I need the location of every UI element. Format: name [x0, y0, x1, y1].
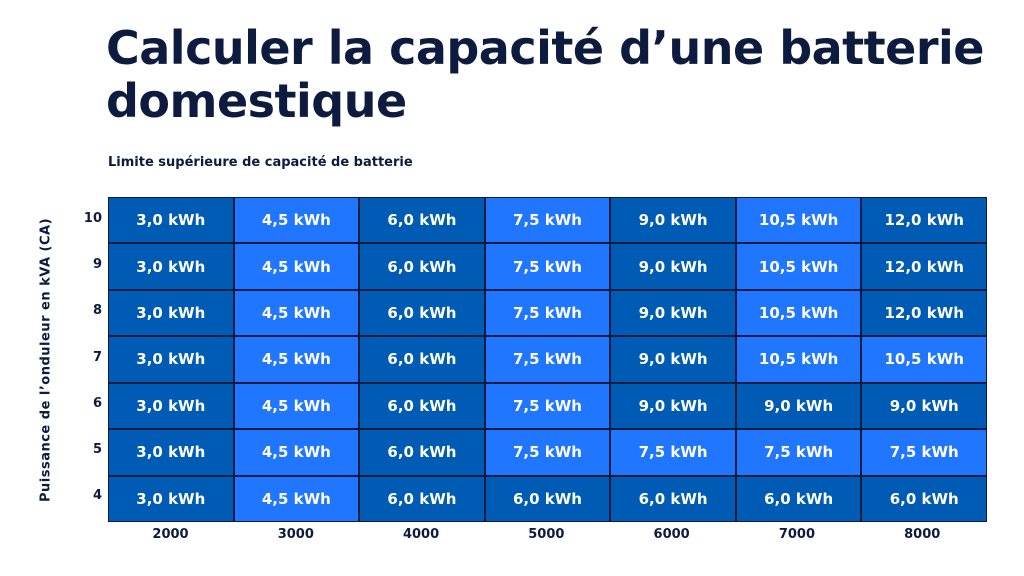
- table-cell: 3,0 kWh: [109, 244, 233, 289]
- table-cell: 4,5 kWh: [234, 290, 359, 336]
- table-cell: 6,0 kWh: [360, 244, 484, 289]
- table-cell: 7,5 kWh: [862, 430, 986, 475]
- table-cell: 6,0 kWh: [862, 476, 986, 521]
- table-cell: 7,5 kWh: [485, 383, 610, 429]
- table-cell: 12,0 kWh: [862, 244, 986, 289]
- table-cell: 6,0 kWh: [360, 198, 484, 243]
- table-cell: 3,0 kWh: [109, 337, 233, 382]
- x-tick-label: 6000: [653, 527, 690, 542]
- table-cell: 3,0 kWh: [109, 430, 233, 475]
- table-cell: 4,5 kWh: [234, 383, 359, 429]
- table-cell: 4,5 kWh: [234, 337, 359, 382]
- x-tick-label: 2000: [152, 527, 189, 542]
- table-cell: 7,5 kWh: [485, 337, 610, 382]
- y-tick-label: 4: [92, 487, 102, 503]
- y-axis-label: Puissance de l’onduleur en kVA (CA): [38, 217, 54, 503]
- table-cell: 3,0 kWh: [109, 198, 233, 243]
- table-cell: 9,0 kWh: [736, 383, 861, 429]
- table-cell: 9,0 kWh: [611, 290, 735, 336]
- table-cell: 4,5 kWh: [234, 476, 359, 521]
- y-tick-label: 5: [92, 441, 102, 457]
- table-cell: 12,0 kWh: [862, 198, 986, 243]
- table-cell: 4,5 kWh: [234, 198, 359, 243]
- table-cell: 10,5 kWh: [736, 337, 861, 382]
- table-cell: 6,0 kWh: [360, 383, 484, 429]
- capacity-table: 3,0 kWh 4,5 kWh 6,0 kWh 7,5 kWh 9,0 kWh 10,5 …: [108, 197, 987, 522]
- table-cell: 7,5 kWh: [611, 430, 735, 475]
- table-cell: 6,0 kWh: [360, 430, 484, 475]
- table-cell: 9,0 kWh: [611, 383, 735, 429]
- chart-subtitle: Limite supérieure de capacité de batteri…: [108, 155, 413, 170]
- table-cell: 9,0 kWh: [862, 383, 986, 429]
- table-cell: 7,5 kWh: [485, 430, 610, 475]
- table-cell: 3,0 kWh: [109, 476, 233, 521]
- table-cell: 7,5 kWh: [485, 290, 610, 336]
- table-cell: 10,5 kWh: [736, 198, 861, 243]
- table-cell: 3,0 kWh: [109, 383, 233, 429]
- table-cell: 6,0 kWh: [360, 337, 484, 382]
- table-cell: 6,0 kWh: [736, 476, 861, 521]
- y-tick-label: 9: [92, 257, 102, 273]
- table-cell: 6,0 kWh: [360, 290, 484, 336]
- table-cell: 12,0 kWh: [862, 290, 986, 336]
- page-title: Calculer la capacité d’une batterie dome…: [106, 21, 985, 128]
- x-tick-label: 4000: [402, 527, 440, 542]
- table-cell: 10,5 kWh: [862, 337, 986, 382]
- table-cell: 10,5 kWh: [736, 244, 861, 289]
- table-cell: 9,0 kWh: [611, 244, 735, 289]
- x-tick-label: 8000: [904, 527, 941, 542]
- table-cell: 7,5 kWh: [485, 244, 610, 289]
- table-cell: 9,0 kWh: [611, 337, 735, 382]
- y-tick-label: 8: [92, 303, 102, 319]
- table-cell: 4,5 kWh: [234, 430, 359, 475]
- x-tick-label: 7000: [778, 527, 816, 542]
- table-cell: 10,5 kWh: [736, 290, 861, 336]
- table-cell: 6,0 kWh: [485, 476, 610, 521]
- x-tick-label: 3000: [277, 527, 314, 542]
- table-cell: 4,5 kWh: [234, 244, 359, 289]
- table-cell: 9,0 kWh: [611, 198, 735, 243]
- table-cell: 6,0 kWh: [360, 476, 484, 521]
- x-tick-label: 5000: [528, 527, 565, 542]
- y-tick-label: 6: [92, 395, 102, 411]
- table-cell: 6,0 kWh: [611, 476, 735, 521]
- y-tick-label: 7: [92, 349, 102, 365]
- table-cell: 7,5 kWh: [485, 198, 610, 243]
- y-tick-label: 10: [83, 211, 102, 227]
- table-cell: 3,0 kWh: [109, 290, 233, 336]
- table-cell: 7,5 kWh: [736, 430, 861, 475]
